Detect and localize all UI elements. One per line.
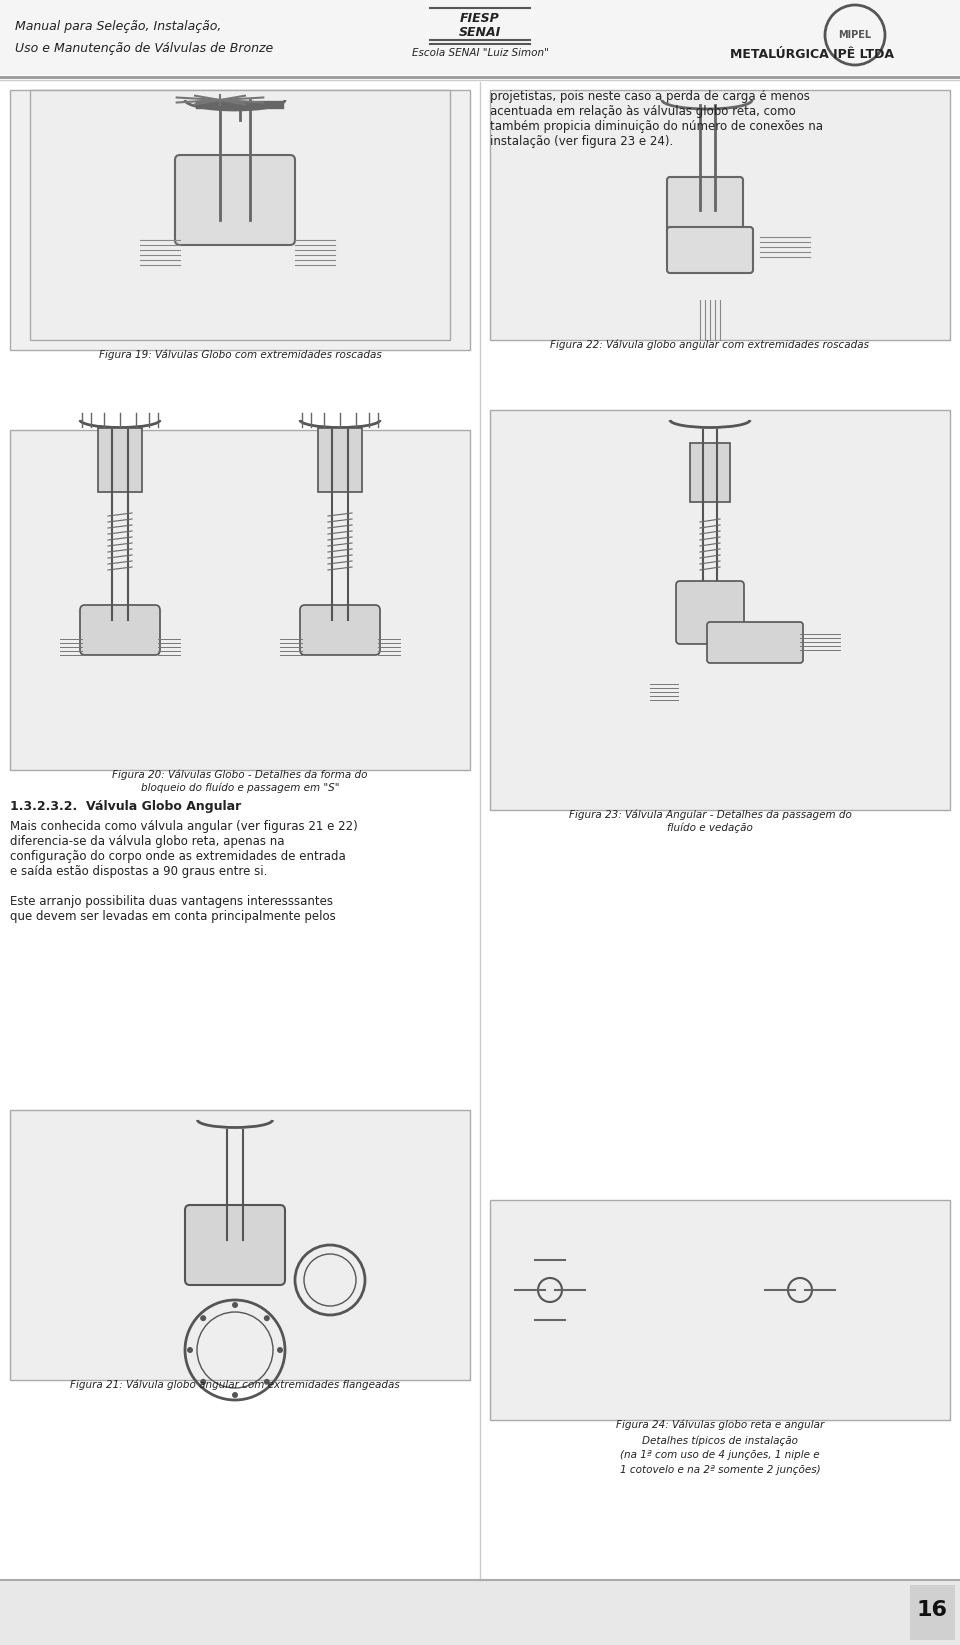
Text: Escola SENAI "Luiz Simon": Escola SENAI "Luiz Simon" (412, 48, 548, 58)
FancyBboxPatch shape (676, 581, 744, 643)
FancyBboxPatch shape (667, 227, 753, 273)
Text: Detalhes típicos de instalação: Detalhes típicos de instalação (642, 1434, 798, 1446)
Circle shape (232, 1301, 238, 1308)
Text: Figura 19: Válvulas Globo com extremidades roscadas: Figura 19: Válvulas Globo com extremidad… (99, 350, 381, 360)
FancyBboxPatch shape (318, 428, 362, 492)
Text: MIPEL: MIPEL (838, 30, 872, 39)
Text: projetistas, pois neste caso a perda de carga é menos
acentuada em relação às vá: projetistas, pois neste caso a perda de … (490, 90, 823, 148)
Bar (490, 1199, 950, 1420)
FancyBboxPatch shape (910, 1586, 955, 1640)
Circle shape (201, 1316, 206, 1321)
FancyBboxPatch shape (690, 443, 730, 502)
Text: Mais conhecida como válvula angular (ver figuras 21 e 22)
diferencia-se da válvu: Mais conhecida como válvula angular (ver… (10, 819, 358, 923)
FancyBboxPatch shape (707, 622, 803, 663)
Text: Figura 20: Válvulas Globo - Detalhes da forma do
bloqueio do fluído e passagem e: Figura 20: Válvulas Globo - Detalhes da … (112, 770, 368, 793)
Text: FIESP: FIESP (460, 12, 500, 25)
Circle shape (232, 102, 248, 118)
Text: Uso e Manutenção de Válvulas de Bronze: Uso e Manutenção de Válvulas de Bronze (15, 43, 274, 54)
Circle shape (201, 1379, 206, 1385)
FancyBboxPatch shape (185, 1206, 285, 1285)
FancyBboxPatch shape (300, 605, 380, 655)
Bar (10, 429, 470, 770)
Bar (0, 0, 960, 76)
Circle shape (187, 1347, 193, 1352)
Circle shape (232, 1392, 238, 1398)
Text: Manual para Seleção, Instalação,: Manual para Seleção, Instalação, (15, 20, 222, 33)
FancyBboxPatch shape (667, 178, 743, 243)
Text: 16: 16 (917, 1601, 948, 1620)
Text: Figura 21: Válvula globo angular com extremidades flangeadas: Figura 21: Válvula globo angular com ext… (70, 1380, 400, 1390)
Bar (10, 90, 470, 350)
Text: 1.3.2.3.2.  Válvula Globo Angular: 1.3.2.3.2. Válvula Globo Angular (10, 799, 241, 813)
Bar (490, 90, 950, 341)
FancyBboxPatch shape (175, 155, 295, 245)
Circle shape (264, 1379, 270, 1385)
Text: Figura 24: Válvulas globo reta e angular: Figura 24: Válvulas globo reta e angular (616, 1420, 824, 1431)
Text: Figura 22: Válvula globo angular com extremidades roscadas: Figura 22: Válvula globo angular com ext… (550, 341, 870, 350)
Text: METALÚRGICA IPÊ LTDA: METALÚRGICA IPÊ LTDA (730, 48, 894, 61)
Text: Figura 23: Válvula Angular - Detalhes da passagem do
fluído e vedação: Figura 23: Válvula Angular - Detalhes da… (568, 809, 852, 832)
Bar (30, 90, 450, 341)
Bar (490, 410, 950, 809)
Bar (0, 1579, 960, 1645)
Text: 1 cotovelo e na 2ª somente 2 junções): 1 cotovelo e na 2ª somente 2 junções) (620, 1466, 820, 1476)
Bar (10, 1110, 470, 1380)
FancyBboxPatch shape (80, 605, 160, 655)
Circle shape (277, 1347, 283, 1352)
FancyBboxPatch shape (98, 428, 142, 492)
Text: (na 1ª com uso de 4 junções, 1 niple e: (na 1ª com uso de 4 junções, 1 niple e (620, 1449, 820, 1461)
Circle shape (264, 1316, 270, 1321)
Text: SENAI: SENAI (459, 26, 501, 39)
